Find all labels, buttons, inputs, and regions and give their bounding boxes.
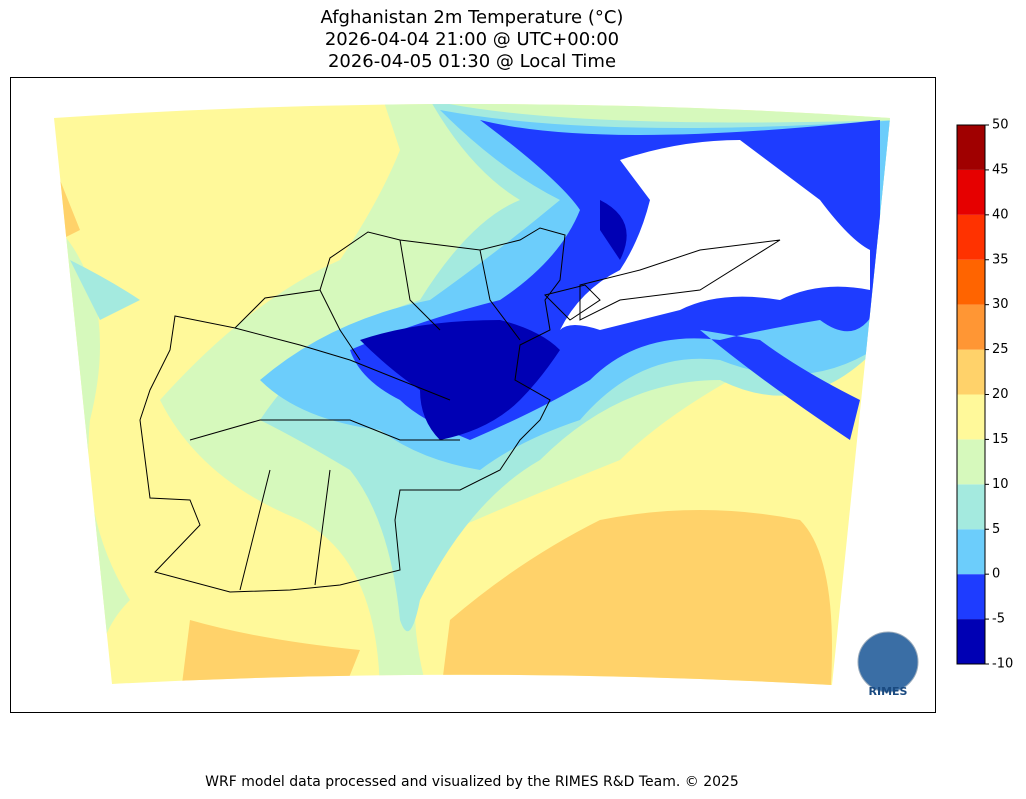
colorbar-bin xyxy=(957,484,985,530)
colorbar-tick-label: 50 xyxy=(992,118,1009,133)
colorbar-bin xyxy=(957,214,985,260)
country-border xyxy=(139,227,601,593)
logo-text: RIMES xyxy=(869,685,908,698)
colorbar-tick-label: 35 xyxy=(992,252,1009,267)
no-data xyxy=(560,140,870,330)
colorbar-bin xyxy=(957,349,985,395)
colorbar-tick-label: -10 xyxy=(992,657,1013,672)
temp-zone xyxy=(360,200,627,440)
colorbar-tick-label: 40 xyxy=(992,207,1009,222)
footer: WRF model data processed and visualized … xyxy=(205,774,739,790)
colorbar-tick-label: -5 xyxy=(992,612,1005,627)
logo-emblem xyxy=(857,631,919,693)
colorbar-bin xyxy=(957,169,985,215)
colorbar-tick-label: 5 xyxy=(992,522,1000,537)
colorbar-bin xyxy=(957,259,985,305)
temp-zone xyxy=(60,180,832,685)
colorbar-tick-label: 25 xyxy=(992,342,1009,357)
colorbar-tick-label: 30 xyxy=(992,297,1009,312)
colorbar-bin xyxy=(957,394,985,440)
colorbar-tick-label: 10 xyxy=(992,477,1009,492)
province-border xyxy=(189,239,781,591)
colorbar-bin xyxy=(957,439,985,485)
colorbar-tick-label: 20 xyxy=(992,387,1009,402)
colorbar-tick-label: 15 xyxy=(992,432,1009,447)
title-line: 2026-04-04 21:00 @ UTC+00:00 xyxy=(325,29,619,50)
colorbar-bin xyxy=(957,304,985,350)
colorbar-bin xyxy=(957,619,985,664)
map xyxy=(54,104,890,685)
colorbar-tick-label: 45 xyxy=(992,162,1009,177)
title-line: 2026-04-05 01:30 @ Local Time xyxy=(328,51,616,72)
colorbar-bin xyxy=(957,574,985,620)
title-line: Afghanistan 2m Temperature (°C) xyxy=(321,7,624,28)
colorbar-bin xyxy=(957,125,985,170)
colorbar-tick-label: 0 xyxy=(992,567,1000,582)
colorbar-bin xyxy=(957,529,985,575)
